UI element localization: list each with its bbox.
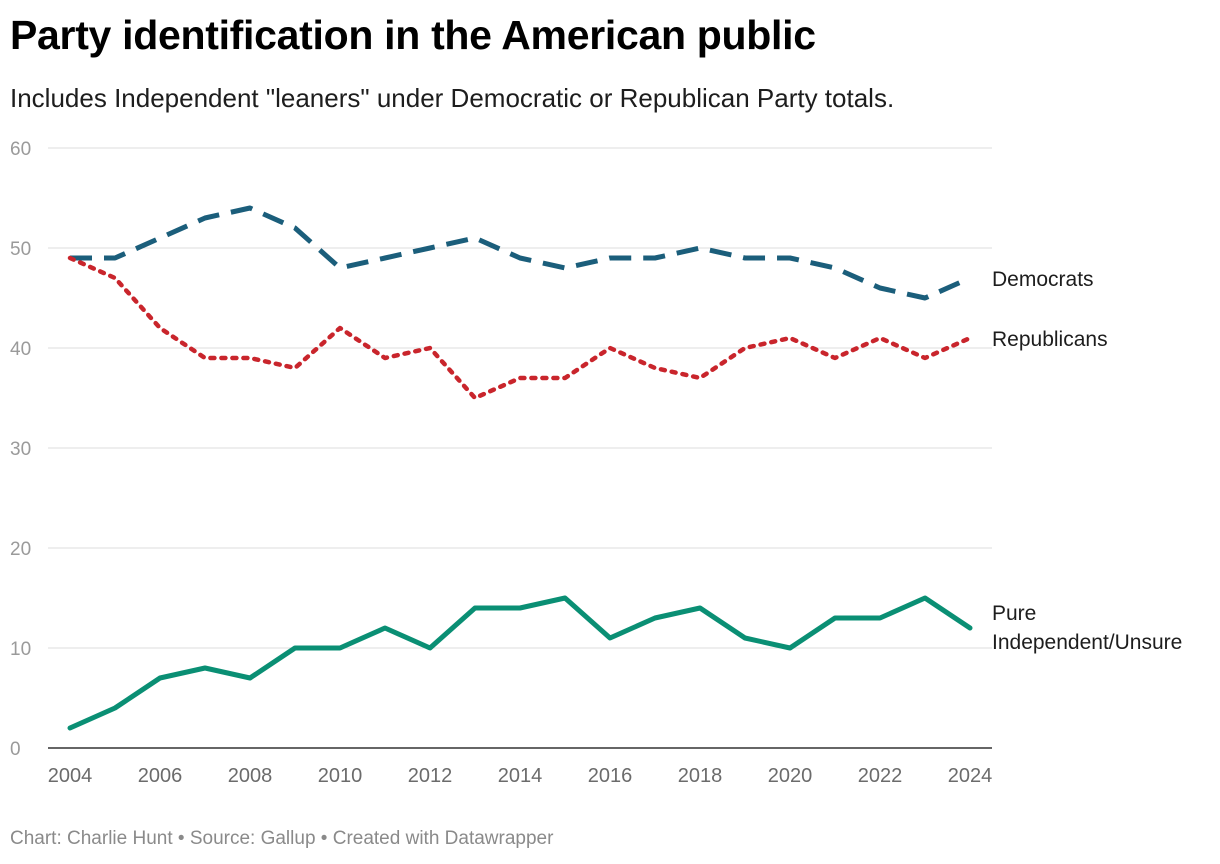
chart-subtitle: Includes Independent "leaners" under Dem… xyxy=(10,83,895,113)
series-line-democrats xyxy=(70,205,972,301)
y-tick-label: 40 xyxy=(10,339,31,360)
y-tick-label: 50 xyxy=(10,239,31,260)
series-label-pure-independent-unsure: Pure xyxy=(992,602,1036,625)
x-tick-label: 2020 xyxy=(768,765,813,787)
x-tick-label: 2016 xyxy=(588,765,633,787)
series-label-pure-independent-unsure: Independent/Unsure xyxy=(992,631,1182,654)
x-tick-label: 2012 xyxy=(408,765,453,787)
x-tick-label: 2024 xyxy=(948,765,993,787)
x-tick-label: 2004 xyxy=(48,765,93,787)
x-tick-label: 2006 xyxy=(138,765,183,787)
y-tick-label: 30 xyxy=(10,439,31,460)
y-tick-label: 60 xyxy=(10,139,31,160)
y-tick-label: 10 xyxy=(10,639,31,660)
x-tick-label: 2022 xyxy=(858,765,903,787)
chart-title: Party identification in the American pub… xyxy=(10,12,816,58)
x-tick-label: 2010 xyxy=(318,765,363,787)
y-tick-label: 20 xyxy=(10,539,31,560)
chart-footer: Chart: Charlie Hunt • Source: Gallup • C… xyxy=(10,828,554,849)
x-tick-label: 2014 xyxy=(498,765,543,787)
x-tick-label: 2018 xyxy=(678,765,723,787)
y-tick-label: 0 xyxy=(10,739,21,760)
x-tick-label: 2008 xyxy=(228,765,273,787)
series-label-democrats: Democrats xyxy=(992,268,1094,291)
series-line-republicans xyxy=(67,255,973,401)
series-line-pure-independent-unsure xyxy=(67,595,973,731)
series-label-republicans: Republicans xyxy=(992,328,1108,351)
